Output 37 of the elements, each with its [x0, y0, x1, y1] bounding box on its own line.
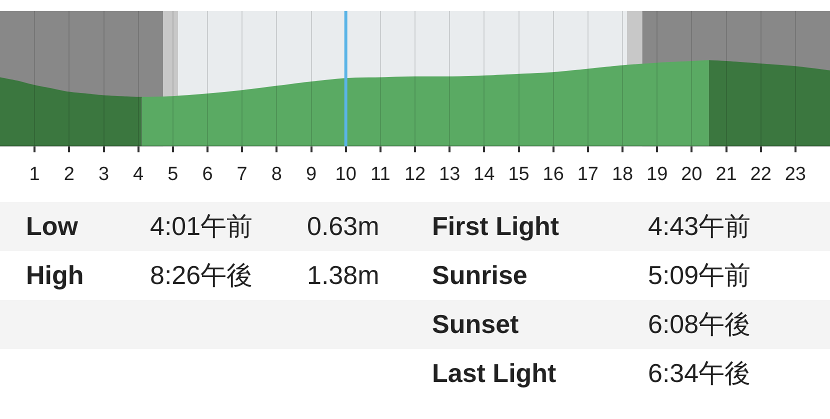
text: 4:01午前	[150, 210, 253, 243]
text: Sunrise	[432, 259, 528, 292]
text: 0.63m	[307, 210, 380, 243]
x-tick-label: 3	[98, 164, 110, 185]
text: 6:08午後	[648, 308, 751, 341]
x-tick-label: 8	[271, 164, 282, 185]
x-tick-label: 13	[439, 164, 460, 185]
x-tick-label: 10	[335, 164, 356, 185]
x-tick-label: 6	[202, 164, 213, 185]
x-tick-label: 23	[784, 164, 806, 185]
x-tick-label: 11	[370, 164, 390, 185]
x-tick-label: 22	[750, 164, 772, 185]
x-tick-label: 20	[681, 164, 702, 185]
text: 1.38m	[307, 259, 380, 292]
x-tick-label: 5	[168, 164, 178, 185]
x-tick-label: 19	[646, 164, 668, 185]
text: First Light	[432, 210, 560, 243]
text: 6:34午後	[648, 357, 751, 390]
text: Sunset	[432, 308, 519, 341]
text: High	[26, 259, 84, 292]
x-tick-label: 12	[404, 164, 426, 185]
x-tick-label: 18	[612, 164, 634, 185]
x-tick-label: 7	[236, 164, 248, 185]
text: 5:09午前	[648, 259, 751, 292]
x-tick-label: 15	[508, 164, 530, 185]
text: 4:43午前	[648, 210, 751, 243]
x-tick-label: 21	[716, 164, 737, 185]
text: 8:26午後	[150, 259, 253, 292]
x-tick-label: 16	[542, 164, 564, 185]
x-tick-label: 9	[306, 164, 317, 185]
text: Low	[26, 210, 78, 243]
text: Last Light	[432, 357, 556, 390]
x-tick-label: 4	[133, 164, 144, 185]
x-tick-label: 17	[577, 164, 598, 185]
x-tick-label: 2	[64, 164, 74, 185]
x-tick-label: 14	[474, 164, 496, 185]
x-tick-label: 1	[29, 164, 40, 185]
